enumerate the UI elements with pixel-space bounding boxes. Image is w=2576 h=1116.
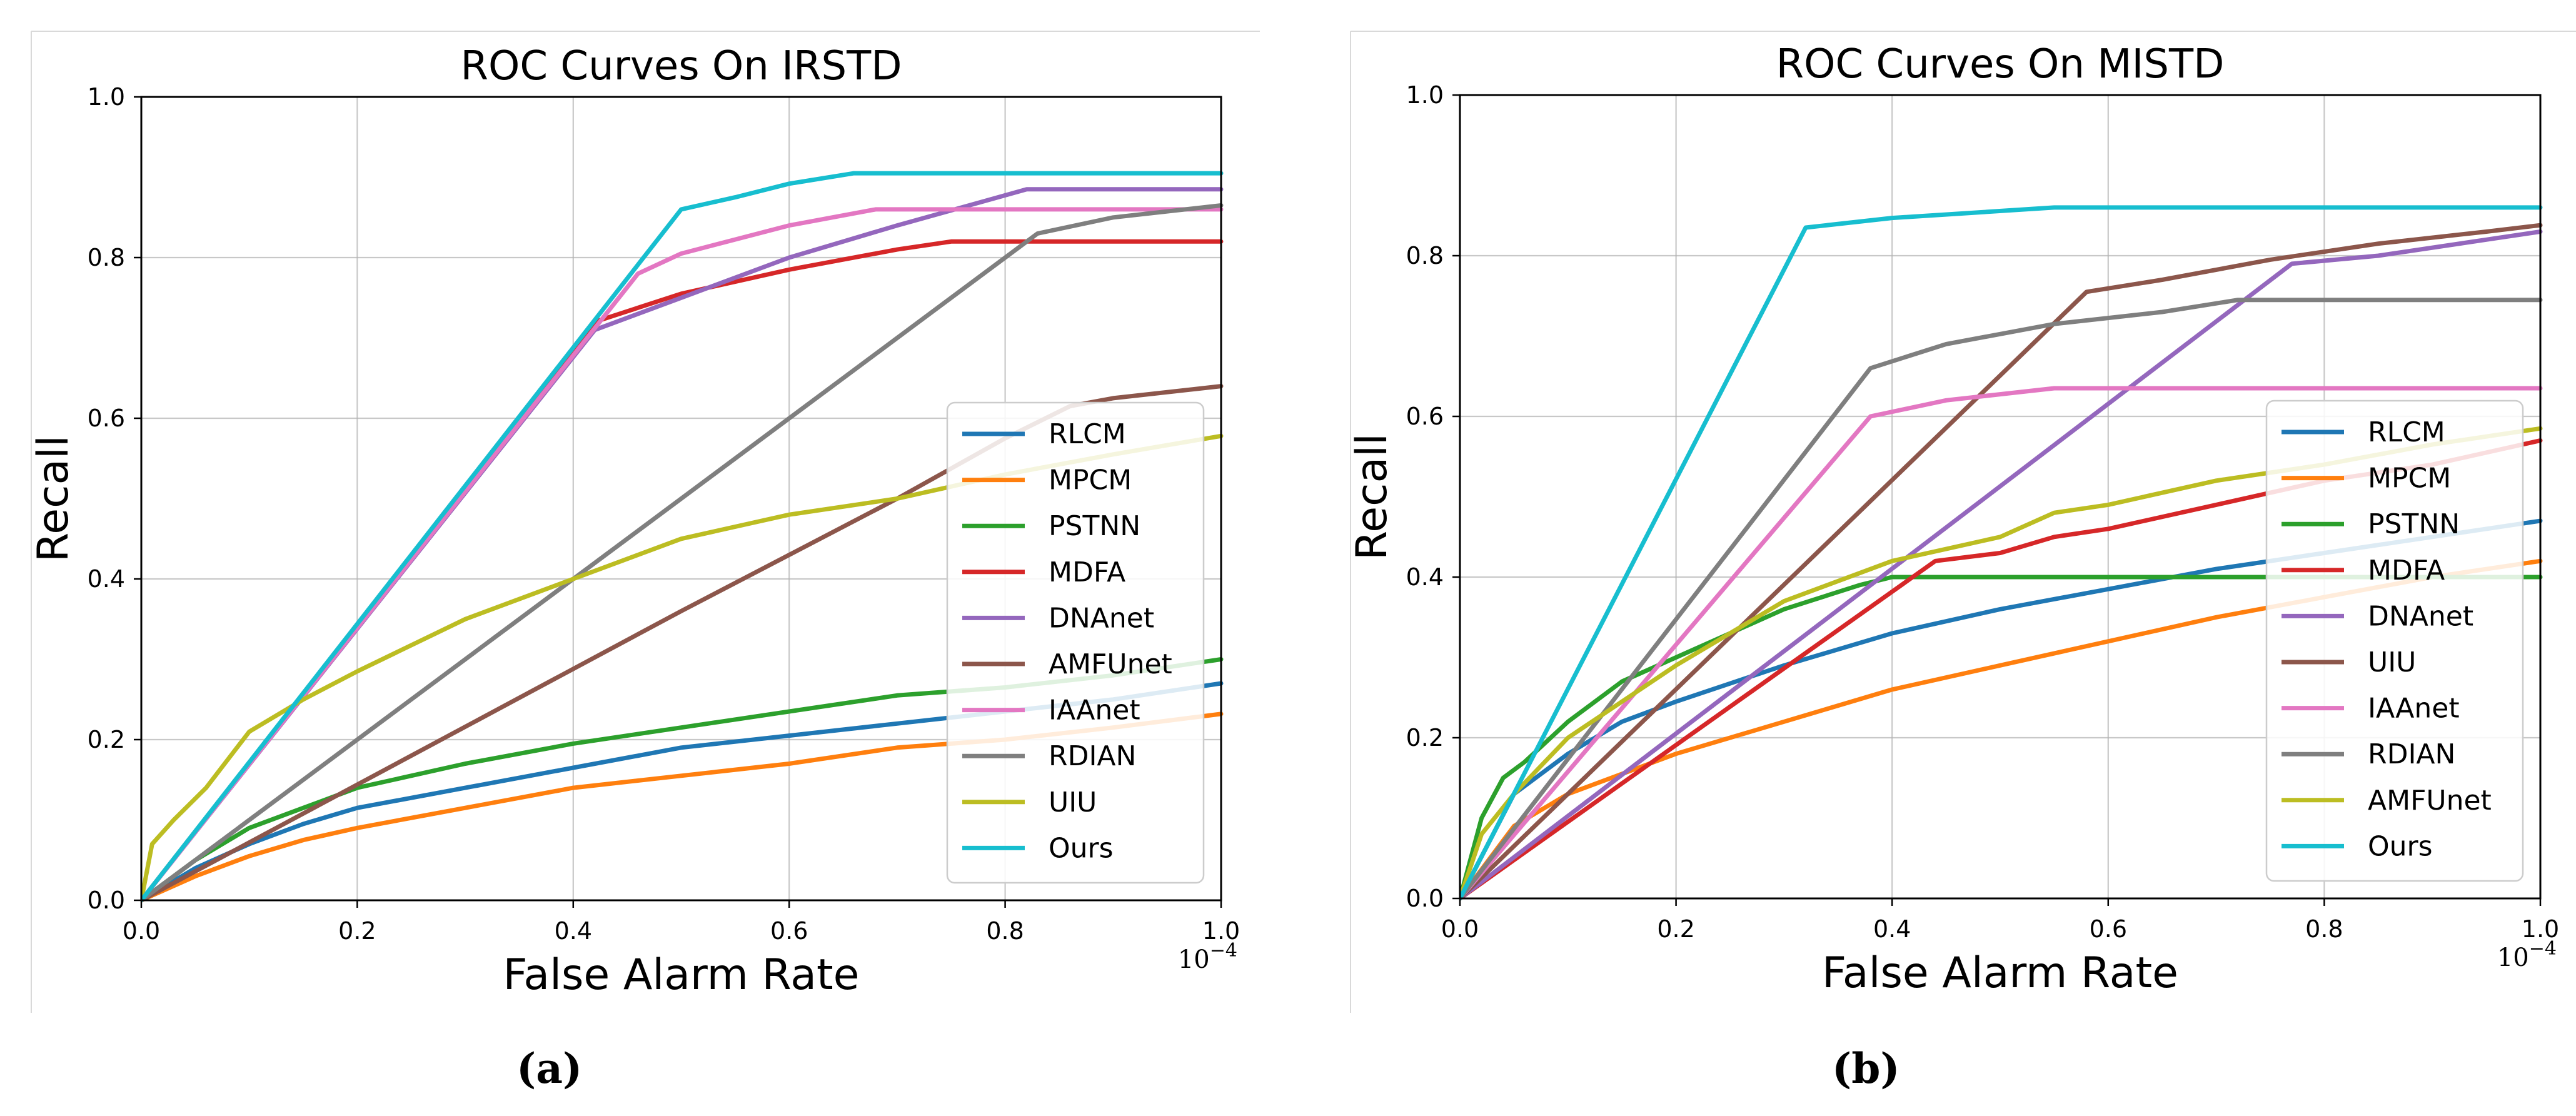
series-line-rdian xyxy=(141,203,1224,903)
y-axis-label: Recall xyxy=(29,435,78,562)
x-tick-label: 0.4 xyxy=(555,917,592,945)
x-tick-label: 0.2 xyxy=(1657,915,1694,943)
y-tick-label: 0.0 xyxy=(1406,885,1444,912)
x-tick-label: 0.8 xyxy=(2305,915,2343,943)
legend-label-rdian: RDIAN xyxy=(1049,740,1136,772)
legend-label-rlcm: RLCM xyxy=(1049,418,1126,450)
y-tick-label: 0.2 xyxy=(1406,724,1444,752)
series-line-iaanet xyxy=(1460,386,2543,901)
legend-label-rlcm: RLCM xyxy=(2368,416,2445,448)
y-axis-label: Recall xyxy=(1347,433,1397,560)
y-tick-label: 0.8 xyxy=(88,244,125,271)
legend-label-ours: Ours xyxy=(2368,830,2433,862)
legend-label-amfunet: AMFUnet xyxy=(2368,785,2492,817)
x-tick-label: 0.8 xyxy=(986,917,1024,945)
x-tick-label: 0.0 xyxy=(123,917,160,945)
x-tick-label: 0.2 xyxy=(338,917,376,945)
x-axis-label: False Alarm Rate xyxy=(1822,948,2178,998)
y-tick-label: 0.4 xyxy=(1406,563,1444,591)
y-tick-label: 0.4 xyxy=(88,565,125,593)
axes-frame xyxy=(140,96,1222,902)
legend: RLCM MPCM PSTNN MDFA DNAnet UIU IAAnet RDIAN AMF… xyxy=(2265,400,2524,882)
legend-label-mpcm: MPCM xyxy=(2368,463,2451,495)
x-tick-label: 1.0 xyxy=(1202,917,1240,945)
y-tick-label: 0.2 xyxy=(88,726,125,753)
series-line-iaanet xyxy=(141,207,1224,903)
legend-label-mdfa: MDFA xyxy=(1049,556,1125,588)
legend-label-dnanet: DNAnet xyxy=(1049,602,1154,634)
legend-label-amfunet: AMFUnet xyxy=(1049,648,1172,680)
chart-title: ROC Curves On IRSTD xyxy=(461,43,902,89)
x-tick-label: 0.6 xyxy=(2090,915,2127,943)
axes-frame xyxy=(1459,94,2542,900)
y-tick-label: 1.0 xyxy=(88,83,125,111)
legend-label-mpcm: MPCM xyxy=(1049,465,1132,496)
y-tick-label: 1.0 xyxy=(1406,81,1444,109)
x-tick-label: 0.6 xyxy=(770,917,808,945)
series-line-dnanet xyxy=(1460,229,2543,901)
legend: RLCM MPCM PSTNN MDFA DNAnet AMFUnet IAAnet RDIA… xyxy=(946,401,1205,884)
legend-label-uiu: UIU xyxy=(2368,646,2416,678)
y-tick-label: 0.0 xyxy=(88,887,125,914)
series-line-uiu xyxy=(1460,223,2543,901)
legend-label-iaanet: IAAnet xyxy=(2368,693,2460,725)
chart-panel-mistd: 0.0 0.2 0.4 0.6 0.8 1.00.00.20.40.60.81.010−4… xyxy=(1347,31,2576,1013)
x-tick-label: 0.0 xyxy=(1441,915,1479,943)
chart-title: ROC Curves On MISTD xyxy=(1776,41,2225,88)
chart-panel-irstd: 0.0 0.2 0.4 0.6 0.8 1.00.00.20.40.60.81.010−4… xyxy=(29,31,1260,1013)
x-tick-label: 0.4 xyxy=(1873,915,1911,943)
legend-label-dnanet: DNAnet xyxy=(2368,600,2473,632)
x-axis-label: False Alarm Rate xyxy=(503,950,860,1000)
legend-label-pstnn: PSTNN xyxy=(1049,510,1140,542)
legend-box xyxy=(2265,400,2524,882)
y-tick-label: 0.6 xyxy=(1406,403,1444,430)
series-line-ours xyxy=(141,171,1224,903)
legend-label-uiu: UIU xyxy=(1049,787,1097,818)
series-line-pstnn xyxy=(1460,575,2543,901)
series-line-ours xyxy=(1460,205,2543,901)
legend-label-pstnn: PSTNN xyxy=(2368,508,2460,540)
series-line-rdian xyxy=(1460,298,2543,901)
legend-box xyxy=(946,401,1205,884)
x-scale-label: 10−4 xyxy=(1178,940,1237,974)
caption-a: (a) xyxy=(516,1044,583,1093)
x-tick-label: 1.0 xyxy=(2522,915,2559,943)
y-tick-label: 0.6 xyxy=(88,405,125,432)
legend-label-mdfa: MDFA xyxy=(2368,555,2445,586)
x-scale-label: 10−4 xyxy=(2497,938,2557,972)
legend-label-ours: Ours xyxy=(1049,832,1114,864)
legend-label-rdian: RDIAN xyxy=(2368,738,2455,770)
legend-label-iaanet: IAAnet xyxy=(1049,695,1140,726)
y-tick-label: 0.8 xyxy=(1406,242,1444,269)
caption-b: (b) xyxy=(1832,1044,1900,1093)
